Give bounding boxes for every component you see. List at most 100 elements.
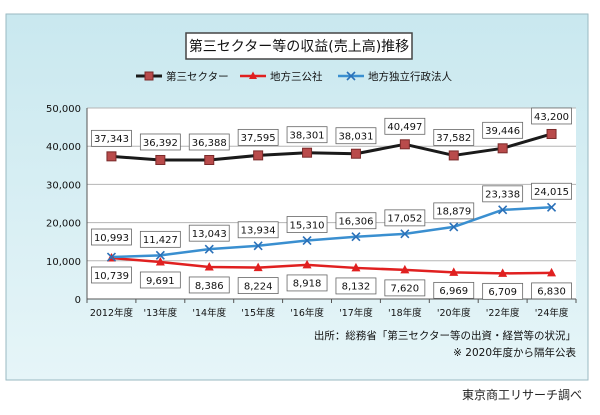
- x-tick-label: '20年度: [437, 307, 471, 319]
- data-label: 18,879: [433, 202, 475, 220]
- x-tick-label: '24年度: [535, 307, 569, 319]
- data-label: 6,709: [482, 282, 524, 300]
- title-box: [185, 32, 413, 60]
- data-label: 6,969: [433, 281, 475, 299]
- svg-text:37,343: 37,343: [94, 134, 129, 145]
- svg-text:38,301: 38,301: [290, 130, 325, 141]
- data-label: 6,830: [531, 282, 572, 300]
- data-point-triangle: [253, 262, 263, 272]
- svg-text:37,582: 37,582: [436, 133, 471, 144]
- series-line: [111, 206, 552, 259]
- svg-text:39,446: 39,446: [485, 126, 520, 137]
- data-label: 37,582: [433, 129, 475, 146]
- legend-label: 地方独立行政法人: [368, 70, 452, 83]
- data-point-square: [204, 154, 215, 165]
- data-point-square: [302, 147, 313, 158]
- svg-text:15,310: 15,310: [290, 220, 325, 231]
- svg-text:6,969: 6,969: [439, 286, 468, 297]
- svg-text:11,427: 11,427: [143, 235, 178, 246]
- y-tick-label: 10,000: [46, 257, 81, 268]
- data-label: 8,132: [335, 277, 377, 295]
- svg-text:7,620: 7,620: [391, 284, 420, 295]
- data-point-triangle: [449, 267, 459, 276]
- svg-text:8,132: 8,132: [342, 282, 371, 293]
- svg-text:8,386: 8,386: [195, 281, 224, 292]
- data-label: 37,343: [91, 129, 132, 147]
- svg-text:13,043: 13,043: [192, 229, 227, 240]
- data-label: 13,043: [188, 224, 230, 242]
- svg-text:8,918: 8,918: [293, 279, 322, 290]
- data-point-triangle: [302, 259, 312, 269]
- data-label: 9,691: [139, 271, 181, 289]
- data-label: 39,446: [482, 121, 524, 139]
- data-label: 13,934: [237, 221, 279, 239]
- svg-text:6,830: 6,830: [537, 287, 566, 298]
- data-label: 10,739: [91, 266, 132, 284]
- data-point-x: [351, 232, 361, 242]
- y-tick-label: 40,000: [46, 142, 81, 153]
- svg-text:10,739: 10,739: [94, 271, 129, 282]
- data-label: 38,031: [335, 127, 377, 145]
- svg-text:36,392: 36,392: [143, 138, 178, 149]
- data-point-triangle: [204, 261, 214, 271]
- data-label: 8,918: [286, 274, 328, 292]
- data-point-square: [155, 154, 166, 165]
- svg-text:43,200: 43,200: [534, 112, 569, 123]
- data-point-square: [350, 148, 361, 159]
- data-point-x: [302, 235, 312, 246]
- data-point-triangle: [498, 268, 508, 277]
- data-point-square: [253, 150, 264, 161]
- data-point-x: [106, 252, 117, 262]
- x-tick-label: '13年度: [143, 307, 177, 319]
- series-line: [111, 132, 552, 162]
- data-label: 7,620: [384, 279, 426, 297]
- data-point-x: [546, 202, 557, 212]
- chart-title: 第三セクター等の収益(売上高)推移: [189, 38, 409, 55]
- x-tick-label: '16年度: [290, 307, 324, 319]
- data-point-triangle: [400, 264, 410, 274]
- data-label: 8,224: [237, 277, 279, 294]
- data-point-x: [449, 222, 459, 232]
- svg-text:16,306: 16,306: [338, 217, 373, 228]
- data-point-x: [400, 229, 410, 239]
- data-label: 43,200: [531, 107, 572, 125]
- series-line: [111, 256, 552, 275]
- legend-item: 地方三公社: [240, 70, 323, 83]
- data-point-x: [155, 250, 165, 260]
- data-label: 38,301: [286, 126, 328, 144]
- data-label: 36,392: [139, 133, 181, 151]
- svg-text:23,338: 23,338: [485, 190, 520, 201]
- data-point-x: [253, 241, 263, 251]
- y-tick-label: 30,000: [46, 180, 81, 191]
- source-note: 出所：総務省「第三セクター等の出資・経営等の状況」: [314, 329, 576, 342]
- data-label: 10,993: [91, 228, 132, 246]
- legend-label: 地方三公社: [270, 70, 323, 83]
- data-label: 23,338: [482, 185, 524, 203]
- svg-text:9,691: 9,691: [146, 276, 175, 287]
- svg-text:6,709: 6,709: [488, 287, 517, 298]
- data-label: 16,306: [335, 212, 377, 230]
- svg-text:36,388: 36,388: [192, 138, 227, 149]
- data-point-square: [497, 143, 508, 154]
- data-label: 36,388: [188, 133, 230, 151]
- data-label: 24,015: [531, 182, 572, 200]
- legend-item: 第三セクター: [136, 70, 229, 83]
- data-point-triangle: [351, 262, 361, 272]
- data-point-square: [546, 128, 557, 139]
- svg-text:13,934: 13,934: [241, 226, 276, 237]
- legend-label: 第三セクター: [166, 70, 229, 83]
- svg-text:17,052: 17,052: [387, 214, 422, 225]
- data-point-triangle: [547, 267, 557, 277]
- publication-note: ※ 2020年度から隔年公表: [453, 346, 576, 359]
- x-tick-label: '17年度: [339, 307, 373, 319]
- svg-text:18,879: 18,879: [436, 207, 471, 218]
- data-point-square: [399, 139, 410, 150]
- svg-text:40,497: 40,497: [387, 122, 422, 133]
- data-point-triangle: [155, 256, 165, 266]
- svg-text:8,224: 8,224: [244, 281, 273, 292]
- data-point-square: [448, 150, 459, 161]
- data-label: 37,595: [237, 128, 279, 146]
- x-tick-label: '15年度: [241, 307, 275, 319]
- data-point-x: [498, 205, 508, 215]
